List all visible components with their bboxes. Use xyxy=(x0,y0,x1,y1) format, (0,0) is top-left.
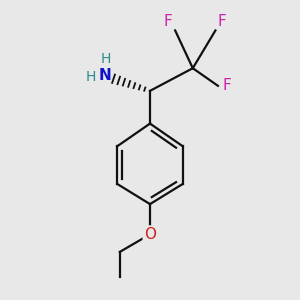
Text: F: F xyxy=(223,78,232,93)
Text: F: F xyxy=(164,14,172,29)
Text: H: H xyxy=(86,70,96,84)
Text: N: N xyxy=(98,68,111,83)
Text: O: O xyxy=(144,227,156,242)
Text: F: F xyxy=(218,14,227,29)
Text: H: H xyxy=(101,52,111,66)
